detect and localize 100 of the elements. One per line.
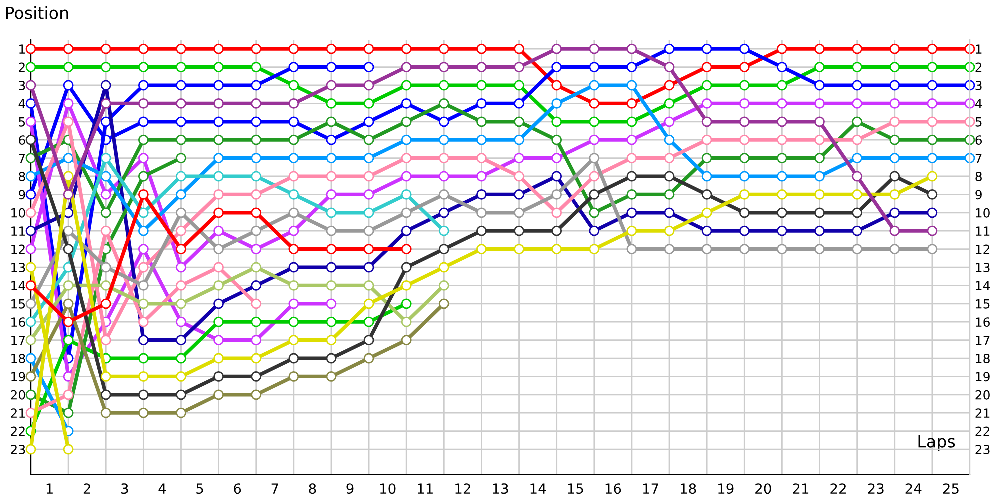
point bbox=[589, 98, 600, 109]
point bbox=[626, 134, 638, 146]
point bbox=[438, 171, 450, 182]
point bbox=[138, 171, 149, 182]
point bbox=[100, 98, 112, 109]
point bbox=[852, 44, 863, 54]
point bbox=[364, 116, 374, 128]
point bbox=[138, 298, 149, 310]
point bbox=[552, 62, 562, 73]
point bbox=[26, 226, 36, 236]
point bbox=[214, 62, 224, 73]
point bbox=[214, 44, 224, 54]
point bbox=[26, 262, 36, 273]
point bbox=[702, 80, 712, 91]
y-tick-label: 23 bbox=[11, 444, 26, 454]
point bbox=[364, 262, 374, 273]
point bbox=[589, 134, 600, 146]
point bbox=[138, 62, 149, 73]
point bbox=[214, 116, 224, 128]
point bbox=[890, 244, 900, 255]
point bbox=[814, 190, 825, 200]
point bbox=[364, 171, 374, 182]
point bbox=[138, 316, 149, 328]
point bbox=[401, 280, 412, 291]
point bbox=[63, 226, 74, 236]
point bbox=[100, 190, 112, 200]
point bbox=[326, 80, 337, 91]
point bbox=[26, 298, 36, 310]
point bbox=[214, 226, 224, 236]
point bbox=[251, 335, 262, 346]
point bbox=[63, 171, 74, 182]
point bbox=[214, 316, 224, 328]
y-tick-label: 8 bbox=[19, 172, 26, 182]
point bbox=[476, 44, 487, 54]
point bbox=[514, 244, 524, 255]
point bbox=[63, 116, 74, 128]
point bbox=[739, 226, 750, 236]
y2-tick-label: 21 bbox=[976, 408, 990, 418]
point bbox=[739, 134, 750, 146]
point bbox=[890, 98, 900, 109]
point bbox=[589, 226, 600, 236]
point bbox=[176, 280, 186, 291]
point bbox=[702, 44, 712, 54]
point bbox=[364, 226, 374, 236]
point bbox=[251, 353, 262, 364]
point bbox=[401, 190, 412, 200]
point bbox=[288, 262, 300, 273]
point bbox=[476, 208, 487, 218]
point bbox=[514, 208, 524, 218]
x-tick-label: 2 bbox=[84, 484, 90, 494]
point bbox=[776, 116, 788, 128]
point bbox=[214, 171, 224, 182]
point bbox=[288, 134, 300, 146]
point bbox=[814, 208, 825, 218]
point bbox=[100, 80, 112, 91]
point bbox=[890, 190, 900, 200]
point bbox=[138, 134, 149, 146]
point bbox=[589, 171, 600, 182]
point bbox=[552, 171, 562, 182]
x-tick-label: 18 bbox=[680, 484, 696, 494]
point bbox=[214, 335, 224, 346]
point bbox=[401, 116, 412, 128]
point bbox=[26, 153, 36, 164]
point bbox=[176, 171, 186, 182]
point bbox=[326, 372, 337, 382]
point bbox=[26, 171, 36, 182]
x-tick-label: 14 bbox=[530, 484, 546, 494]
point bbox=[401, 80, 412, 91]
point bbox=[288, 116, 300, 128]
point bbox=[100, 280, 112, 291]
point bbox=[476, 62, 487, 73]
point bbox=[26, 44, 36, 54]
point bbox=[100, 62, 112, 73]
x-tick-label: 11 bbox=[418, 484, 433, 494]
y2-tick-label: 6 bbox=[976, 136, 982, 146]
point bbox=[552, 208, 562, 218]
point bbox=[438, 208, 450, 218]
point bbox=[138, 44, 149, 54]
point bbox=[814, 226, 825, 236]
point bbox=[438, 80, 450, 91]
point bbox=[927, 98, 938, 109]
point bbox=[514, 190, 524, 200]
point bbox=[251, 116, 262, 128]
point bbox=[364, 44, 374, 54]
point bbox=[364, 80, 374, 91]
point bbox=[589, 80, 600, 91]
point bbox=[401, 98, 412, 109]
y2-tick-label: 23 bbox=[976, 444, 990, 454]
point bbox=[552, 190, 562, 200]
point bbox=[890, 226, 900, 236]
x-tick-label: 9 bbox=[346, 484, 354, 494]
point bbox=[326, 208, 337, 218]
point bbox=[401, 244, 412, 255]
point bbox=[100, 298, 112, 310]
x-tick-label: 5 bbox=[196, 484, 204, 494]
x-tick-label: 4 bbox=[158, 484, 166, 494]
y2-tick-label: 7 bbox=[976, 154, 982, 164]
point bbox=[702, 171, 712, 182]
y-axis-title: Position bbox=[6, 6, 68, 20]
point bbox=[776, 171, 788, 182]
